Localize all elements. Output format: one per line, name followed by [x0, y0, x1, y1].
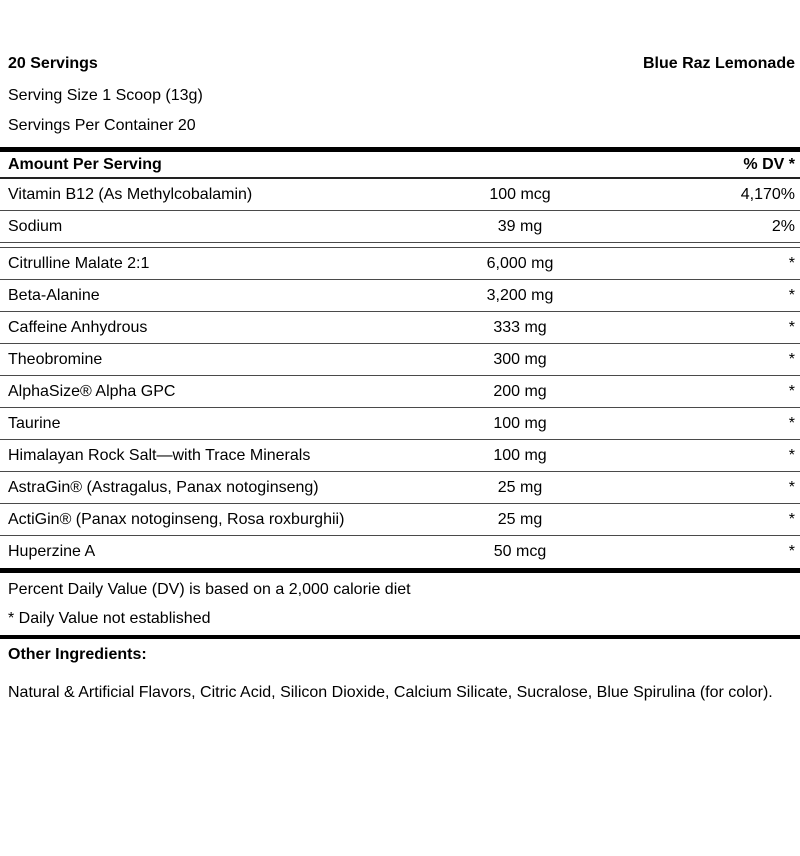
ingredient-name: AlphaSize® Alpha GPC	[8, 382, 176, 400]
table-row: Huperzine A 50 mcg *	[0, 536, 800, 568]
table-row: ActiGin® (Panax notoginseng, Rosa roxbur…	[0, 504, 800, 536]
thick-divider-middle	[0, 568, 800, 573]
table-row: AstraGin® (Astragalus, Panax notoginseng…	[0, 472, 800, 504]
table-row: Citrulline Malate 2:1 6,000 mg *	[0, 248, 800, 280]
flavor-name: Blue Raz Lemonade	[642, 55, 795, 72]
ingredient-name: Sodium	[8, 217, 63, 235]
table-row: Sodium 39 mg 2%	[0, 211, 800, 243]
ingredient-amount: 100 mcg	[489, 185, 551, 203]
table-row: Himalayan Rock Salt—with Trace Minerals …	[0, 440, 800, 472]
ingredient-dv: *	[788, 543, 795, 560]
ingredient-dv: *	[788, 350, 795, 368]
ingredient-amount: 25 mg	[497, 478, 543, 496]
amount-per-serving-header: Amount Per Serving	[8, 155, 162, 173]
servings-count: 20 Servings	[8, 55, 98, 72]
ingredient-amount: 3,200 mg	[486, 286, 554, 304]
ingredient-amount: 50 mcg	[493, 543, 547, 560]
double-divider	[0, 243, 800, 248]
table-row: Taurine 100 mg *	[0, 408, 800, 440]
ingredient-dv: 4,170%	[740, 185, 795, 203]
ingredient-dv: 2%	[771, 217, 795, 235]
ingredient-name: Taurine	[8, 414, 61, 432]
dv-header: % DV *	[743, 155, 795, 173]
supplement-facts-panel: 20 Servings Blue Raz Lemonade Serving Si…	[0, 56, 800, 856]
table-row: Vitamin B12 (As Methylcobalamin) 100 mcg…	[0, 179, 800, 211]
other-ingredients-list: Natural & Artificial Flavors, Citric Aci…	[8, 684, 773, 701]
ingredient-amount: 300 mg	[493, 350, 547, 368]
table-row: Beta-Alanine 3,200 mg *	[0, 280, 800, 312]
ingredient-dv: *	[788, 510, 795, 528]
ingredient-dv: *	[788, 254, 795, 272]
ingredient-dv: *	[788, 382, 795, 400]
ingredient-name: Citrulline Malate 2:1	[8, 254, 150, 272]
ingredient-amount: 100 mg	[493, 414, 547, 432]
ingredient-amount: 39 mg	[497, 217, 543, 235]
label-header: 20 Servings Blue Raz Lemonade	[0, 56, 800, 72]
ingredient-dv: *	[788, 318, 795, 336]
table-row: Theobromine 300 mg *	[0, 344, 800, 376]
ingredient-amount: 6,000 mg	[486, 254, 554, 272]
ingredient-name: Beta-Alanine	[8, 286, 100, 304]
serving-size: Serving Size 1 Scoop (13g)	[8, 87, 203, 104]
ingredient-name: Vitamin B12 (As Methylcobalamin)	[8, 185, 253, 203]
table-row: Caffeine Anhydrous 333 mg *	[0, 312, 800, 344]
ingredient-name: Himalayan Rock Salt—with Trace Minerals	[8, 446, 311, 464]
ingredient-amount: 200 mg	[493, 382, 547, 400]
ingredient-amount: 100 mg	[493, 446, 547, 464]
dv-footnote: Percent Daily Value (DV) is based on a 2…	[8, 581, 411, 598]
thick-divider-top	[0, 147, 800, 152]
ingredient-name: AstraGin® (Astragalus, Panax notoginseng…	[8, 478, 319, 496]
ingredient-dv: *	[788, 414, 795, 432]
servings-per-container: Servings Per Container 20	[8, 117, 196, 134]
table-row: AlphaSize® Alpha GPC 200 mg *	[0, 376, 800, 408]
ingredient-name: Caffeine Anhydrous	[8, 318, 148, 336]
table-header: Amount Per Serving % DV *	[0, 152, 800, 179]
ingredient-amount: 333 mg	[493, 318, 547, 336]
not-established-footnote: * Daily Value not established	[8, 610, 211, 627]
other-ingredients-heading: Other Ingredients:	[8, 646, 147, 663]
ingredient-name: Theobromine	[8, 350, 103, 368]
thick-divider-bottom	[0, 635, 800, 639]
ingredient-name: ActiGin® (Panax notoginseng, Rosa roxbur…	[8, 510, 345, 528]
ingredient-amount: 25 mg	[497, 510, 543, 528]
ingredient-dv: *	[788, 446, 795, 464]
ingredient-name: Huperzine A	[8, 543, 96, 560]
ingredient-dv: *	[788, 478, 795, 496]
ingredient-dv: *	[788, 286, 795, 304]
